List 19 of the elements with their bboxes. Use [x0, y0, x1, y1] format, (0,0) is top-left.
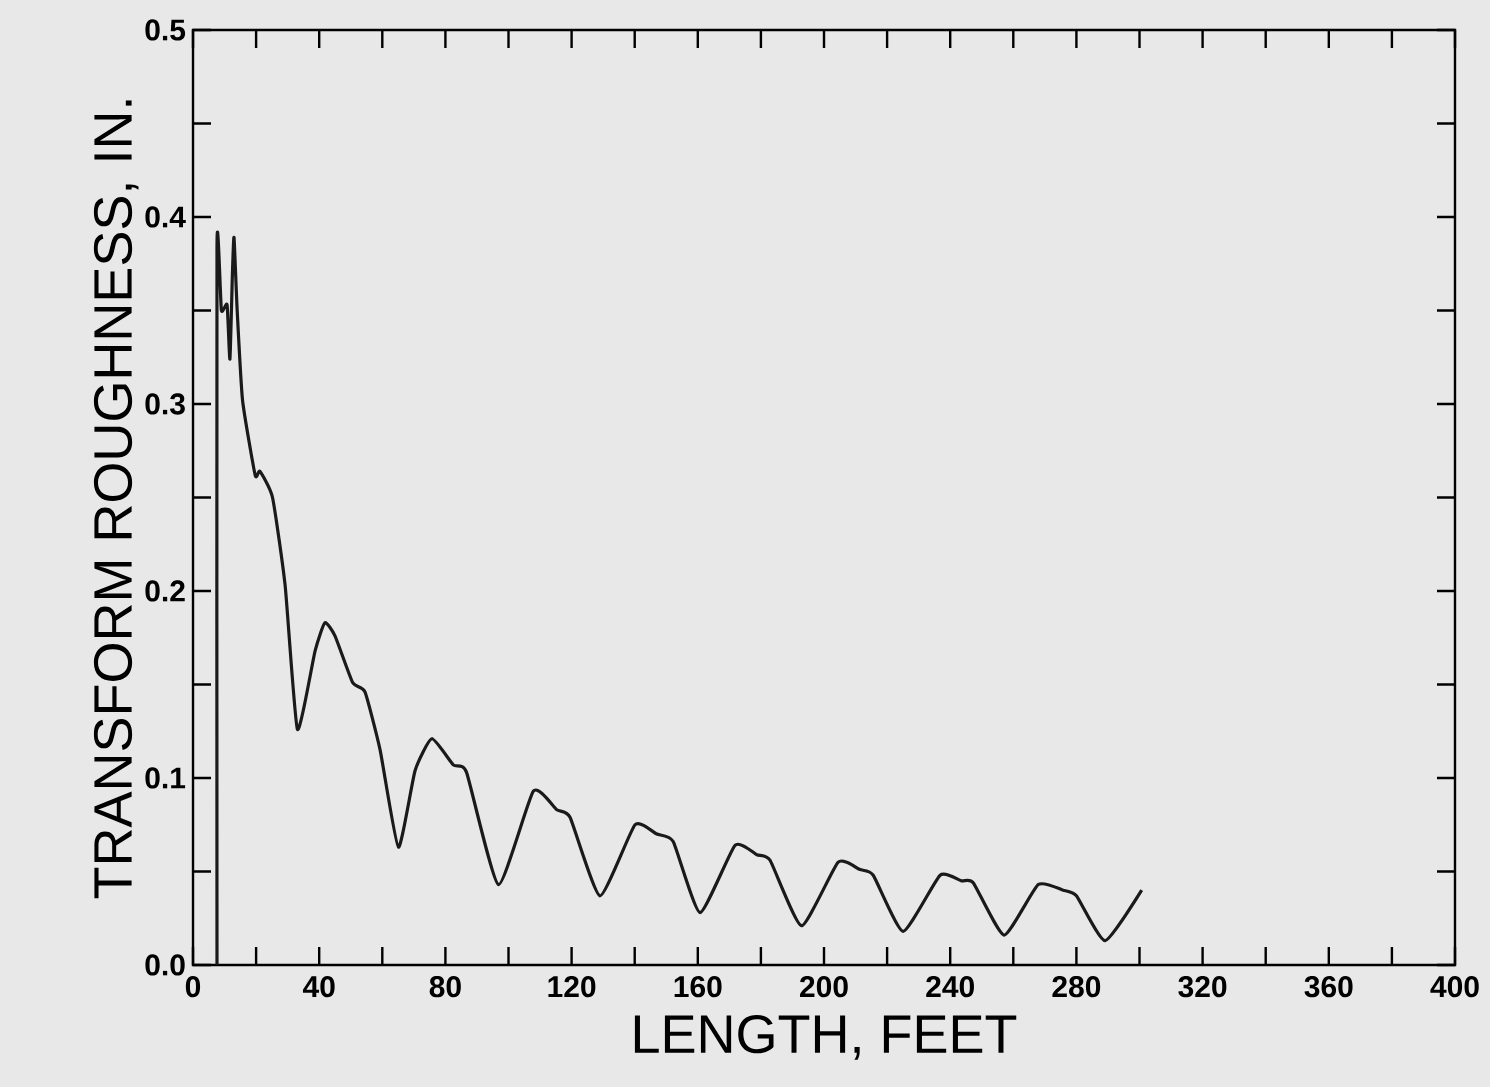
x-tick-label: 280 [1052, 976, 1101, 998]
y-tick-label: 0.1 [145, 767, 186, 789]
x-tick-label: 240 [926, 976, 974, 998]
y-axis-title: TRANSFORM ROUGHNESS, IN. [93, 100, 139, 899]
y-tick-label: 0.4 [145, 206, 186, 228]
x-tick-label: 400 [1430, 976, 1479, 998]
y-tick-label: 0.5 [145, 19, 186, 41]
x-tick-label: 120 [548, 976, 596, 998]
x-tick-label: 360 [1304, 976, 1353, 998]
x-tick-label: 80 [429, 976, 461, 998]
x-tick-label: 40 [302, 976, 335, 998]
x-tick-label: 160 [674, 976, 722, 998]
x-tick-label: 0 [185, 976, 201, 998]
x-tick-label: 200 [800, 976, 848, 998]
x-tick-label: 320 [1178, 976, 1227, 998]
y-tick-label: 0.0 [145, 954, 185, 976]
y-tick-label: 0.3 [145, 393, 185, 415]
y-tick-label: 0.2 [145, 580, 185, 602]
x-axis-title: LENGTH, FEET [634, 1015, 1017, 1060]
